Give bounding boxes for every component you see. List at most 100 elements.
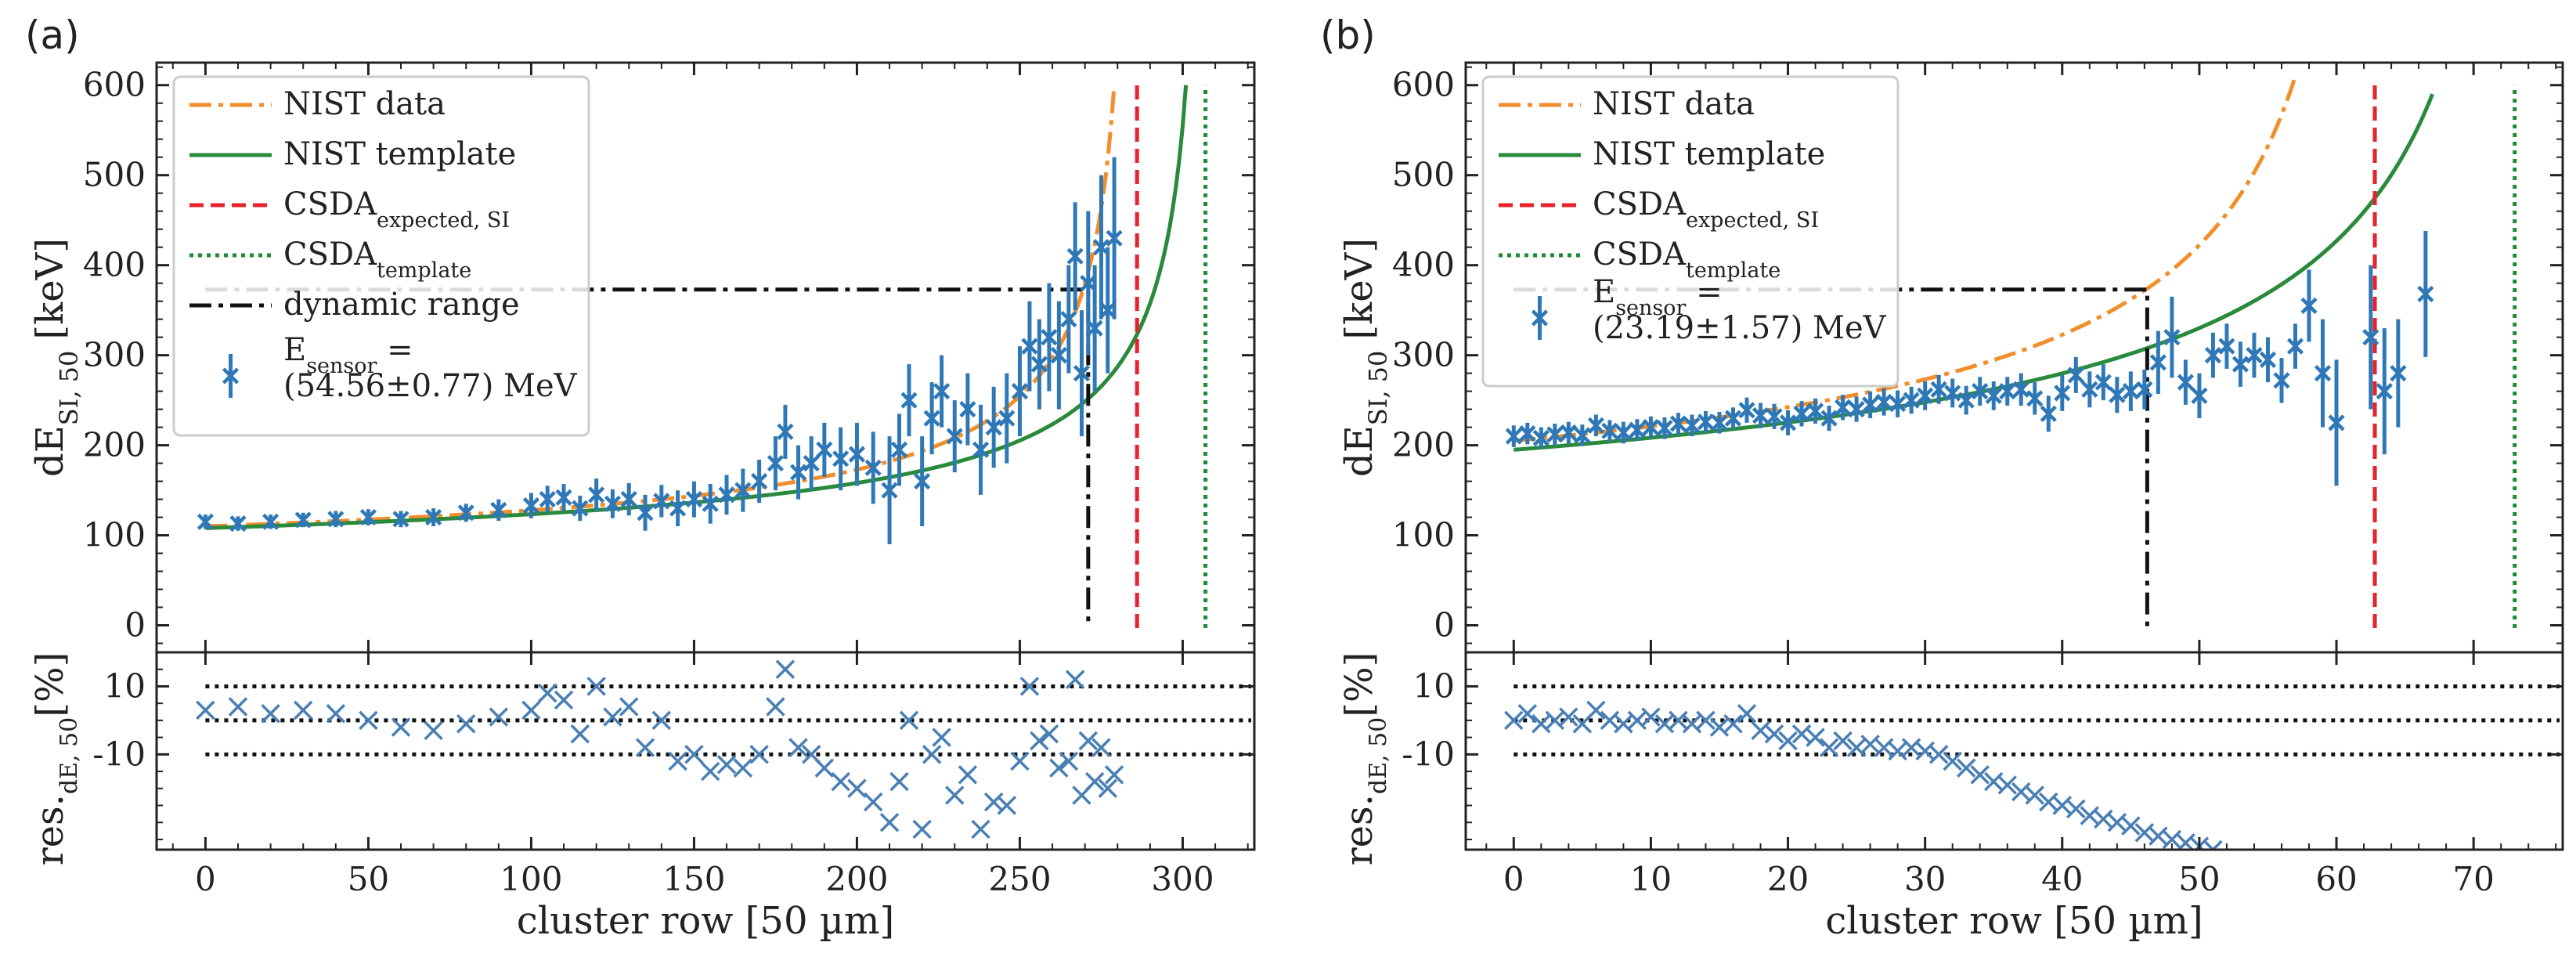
measurement-point: [1766, 403, 1783, 429]
residual-point: [1586, 700, 1606, 720]
residual-point: [1559, 707, 1578, 727]
legend-label-dynamic-range: dynamic range: [283, 287, 520, 323]
legend-label-sensor-main: E: [1593, 274, 1615, 310]
panel-a: (a) 0 50 100 150 200 250 300 0 100 200 300 400 500 600…: [25, 13, 1256, 943]
nist-data-curve: [1513, 75, 2297, 443]
measurement-point: [1656, 417, 1673, 439]
measurement-point: [1903, 386, 1920, 414]
measurement-point: [1917, 381, 1934, 410]
measurement-point: [1820, 406, 1838, 431]
residual-point: [879, 813, 900, 832]
point-marker: [2054, 385, 2071, 402]
residual-point: [899, 710, 919, 731]
measurement-point: [816, 422, 833, 477]
measurement-point: [2218, 323, 2235, 369]
legend-label-csda-expected: CSDAexpected, SI: [283, 186, 510, 233]
legend-frame: [1481, 75, 1900, 388]
point-marker: [2012, 381, 2029, 398]
x-tick-label: 0: [195, 860, 216, 898]
measurement-point: [572, 495, 589, 522]
point-marker: [1073, 365, 1091, 382]
residual-point: [1019, 677, 1040, 696]
x-tick-label: 50: [348, 860, 389, 898]
x-tick-label: 10: [1630, 860, 1672, 898]
residual-point: [1696, 710, 1716, 731]
measurement-point: [767, 436, 785, 491]
residual-point: [1104, 765, 1124, 785]
residual-point: [775, 659, 796, 679]
y-axis-label-sub: SI, 50: [54, 351, 84, 426]
point-marker: [1738, 402, 1755, 419]
residual-point: [997, 796, 1017, 815]
measurement-point: [998, 373, 1016, 464]
measurement-point: [1944, 378, 1961, 408]
measurement-point: [1532, 427, 1550, 450]
measurement-point: [2177, 359, 2195, 405]
residual-point: [1970, 765, 1990, 785]
x-axis-label: cluster row [50 µm]: [1825, 899, 2203, 943]
point-marker: [2231, 356, 2249, 373]
point-marker: [789, 464, 807, 481]
measurement-point: [1752, 403, 1770, 428]
measurement-point: [1711, 412, 1728, 434]
measurement-point: [539, 486, 556, 513]
y-tick-label: 300: [83, 336, 146, 374]
point-marker: [294, 511, 312, 529]
point-marker: [1532, 429, 1550, 446]
point-marker: [1930, 381, 1947, 398]
residual-point: [932, 728, 951, 747]
measurement-point: [604, 489, 622, 518]
measurement-point: [933, 355, 951, 428]
residual-point: [619, 697, 639, 717]
residual-point: [1504, 710, 1524, 731]
legend-label-sensor-sub: sensor: [306, 354, 377, 378]
measurement-point: [1889, 390, 1907, 417]
measurement-point: [1587, 414, 1604, 437]
y-tick-label: 300: [1392, 336, 1455, 374]
measurement-point: [864, 431, 882, 504]
y-axis-label-unit: [keV]: [1337, 238, 1381, 340]
point-marker: [653, 493, 670, 510]
legend-label-sensor: Esensor =: [283, 332, 413, 378]
measurement-point: [1972, 377, 1989, 406]
residual-point: [521, 700, 541, 720]
legend-label-nist-data: NIST data: [283, 86, 446, 122]
residual-point: [733, 758, 753, 778]
point-marker: [881, 482, 898, 499]
point-marker: [777, 423, 794, 440]
residual-point: [456, 714, 476, 734]
point-marker: [1669, 415, 1687, 432]
point-marker: [1066, 247, 1084, 265]
measurement-point: [1697, 410, 1715, 433]
measurement-point: [946, 400, 963, 473]
residual-point: [983, 792, 1004, 812]
res-y-axis-label-main: res.: [1337, 794, 1381, 865]
measurement-point: [2204, 332, 2222, 378]
measurement-point: [2040, 395, 2057, 432]
legend-label-csda-template-main: CSDA: [1593, 236, 1687, 273]
main-plot-area: [197, 85, 1208, 628]
residual-point: [958, 765, 978, 785]
residual-point: [922, 745, 942, 764]
measurement-point: [637, 494, 654, 531]
residual-point: [1819, 738, 1839, 757]
residual-point: [293, 700, 313, 720]
measurement-point: [1806, 398, 1824, 424]
y-axis-label: dESI, 50 [keV]: [1337, 238, 1393, 477]
measurement-point: [1574, 424, 1591, 446]
y-tick-label: 200: [83, 426, 146, 464]
res-y-tick-label: -10: [92, 735, 146, 773]
point-marker: [2376, 383, 2393, 400]
measurement-point: [2094, 364, 2112, 401]
point-marker: [1779, 414, 1797, 431]
res-y-tick-label: 10: [104, 666, 146, 705]
point-marker: [1519, 425, 1536, 442]
x-tick-label: 70: [2452, 860, 2494, 898]
measurement-point: [1030, 319, 1048, 410]
measurement-point: [294, 511, 312, 529]
measurement-point: [803, 436, 820, 491]
point-marker: [669, 500, 687, 517]
point-marker: [1642, 419, 1660, 436]
point-marker: [816, 441, 833, 458]
